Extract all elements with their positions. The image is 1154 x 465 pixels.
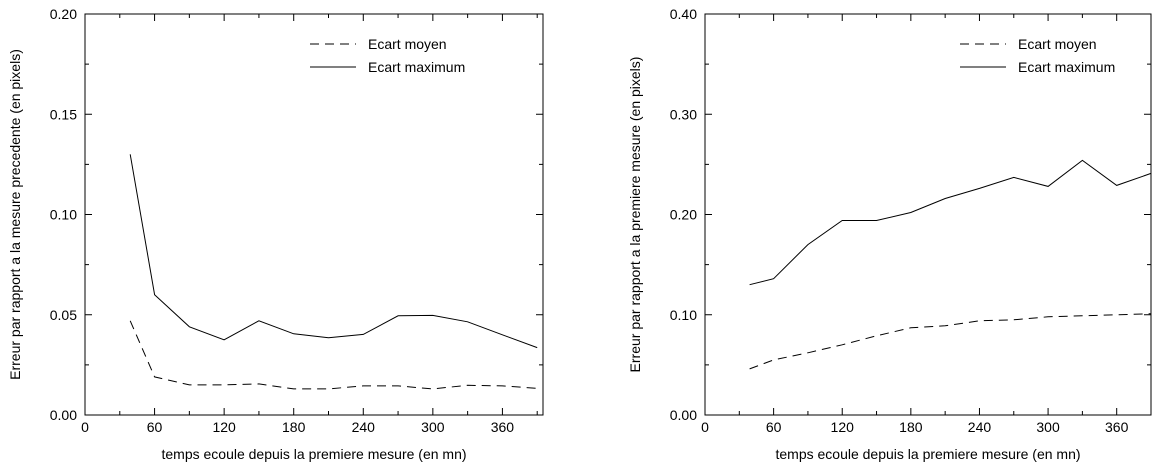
x-tick-label: 180 [282,419,306,435]
plot-frame [84,13,544,416]
x-tick-label: 120 [212,419,236,435]
y-tick-label: 0.30 [670,106,697,122]
series-line-ecart-maximum [749,159,1152,286]
legend-label: Ecart maximum [368,59,465,75]
x-axis-label: temps ecoule depuis la premiere mesure (… [161,446,466,462]
series-line-ecart-moyen [129,320,538,390]
chart-2: 0.00 0.10 0.20 0.30 0.40 0 60 120 180 240 300 360 te… [627,6,1152,462]
legend-label: Ecart moyen [1018,36,1097,52]
legend: Ecart moyen Ecart maximum [310,36,465,75]
series-line-ecart-maximum [129,154,538,349]
series-line-ecart-moyen [749,313,1152,370]
x-tick-label: 360 [491,419,515,435]
y-tick-label: 0.20 [50,6,77,22]
chart-1: 0.00 0.05 0.10 0.15 0.20 0 60 120 180 240 300 360 te… [7,6,544,462]
y-tick-label: 0.15 [50,106,77,122]
y-axis-label: Erreur par rapport a la mesure precedent… [7,49,23,380]
y-tick-label: 0.10 [670,307,697,323]
x-axis-label: temps ecoule depuis la premiere mesure (… [775,446,1080,462]
x-tick-label: 240 [352,419,376,435]
x-tick-label: 300 [421,419,445,435]
x-tick-label: 120 [831,419,855,435]
y-tick-label: 0.00 [50,407,77,423]
x-tick-label: 180 [899,419,923,435]
x-tick-label: 60 [147,419,163,435]
y-tick-label: 0.20 [670,207,697,223]
legend-label: Ecart maximum [1018,59,1115,75]
y-axis-label: Erreur par rapport a la premiere mesure … [627,57,643,373]
x-tick-label: 240 [968,419,992,435]
y-tick-label: 0.10 [50,207,77,223]
y-tick-label: 0.40 [670,6,697,22]
legend-label: Ecart moyen [368,36,447,52]
y-tick-label: 0.00 [670,407,697,423]
legend: Ecart moyen Ecart maximum [960,36,1115,75]
x-tick-label: 0 [81,419,89,435]
y-tick-label: 0.05 [50,307,77,323]
x-tick-label: 0 [701,419,709,435]
x-tick-label: 360 [1105,419,1129,435]
x-tick-label: 300 [1036,419,1060,435]
x-tick-label: 60 [766,419,782,435]
